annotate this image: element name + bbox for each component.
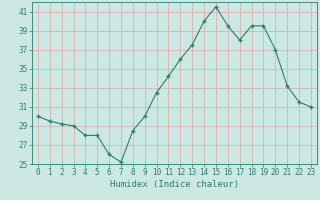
X-axis label: Humidex (Indice chaleur): Humidex (Indice chaleur) — [110, 180, 239, 189]
